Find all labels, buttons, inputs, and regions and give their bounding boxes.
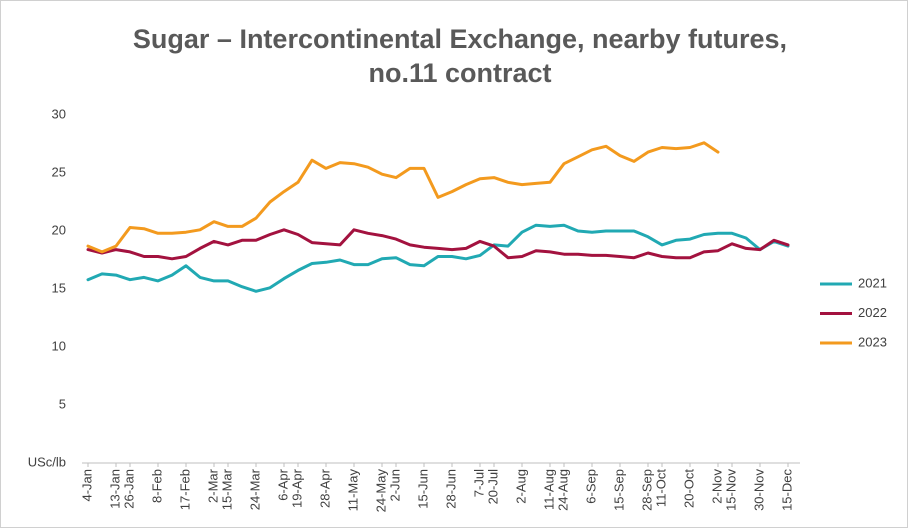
x-tick-label: 15-Dec	[779, 469, 794, 511]
x-tick-label: 2-Jun	[387, 469, 402, 502]
legend-label: 2022	[858, 305, 887, 320]
x-tick-label: 11-May	[345, 469, 360, 512]
x-tick-label: 6-Sep	[583, 469, 598, 504]
y-tick-label: 20	[52, 222, 66, 237]
y-tick-label: 30	[52, 106, 66, 121]
y-tick-label: USc/lb	[28, 454, 66, 469]
x-tick-label: 17-Feb	[177, 469, 192, 510]
x-tick-label: 2-Aug	[513, 469, 528, 504]
series-line	[86, 228, 790, 261]
x-tick-label: 11-Aug	[541, 469, 556, 510]
x-tick-label: 24-Aug	[555, 469, 570, 511]
x-tick-label: 13-Jan	[107, 469, 122, 509]
x-tick-label: 15-Mar	[219, 468, 234, 510]
x-tick-label: 11-Oct	[653, 469, 668, 507]
x-tick-label: 8-Feb	[149, 469, 164, 503]
x-tick-label: 26-Jan	[121, 469, 136, 509]
chart-title: Sugar – Intercontinental Exchange, nearb…	[132, 24, 788, 88]
x-tick-label: 28-Sep	[639, 469, 654, 511]
y-tick-label: 5	[59, 396, 66, 411]
x-tick-label: 28-Apr	[317, 468, 332, 508]
y-tick-label: 10	[52, 338, 66, 353]
x-tick-label: 20-Oct	[681, 469, 696, 508]
series-line	[86, 141, 720, 254]
x-tick-label: 19-Apr	[289, 468, 304, 508]
y-tick-label: 15	[52, 280, 66, 295]
x-tick-label: 6-Apr	[275, 468, 290, 500]
x-tick-label: 4-Jan	[79, 469, 94, 502]
x-tick-label: 7-Jul	[471, 469, 486, 497]
series-line	[86, 223, 790, 293]
legend-label: 2023	[858, 334, 887, 349]
x-tick-label: 15-Jun	[415, 469, 430, 509]
x-tick-label: 24-May	[373, 469, 388, 513]
x-tick-label: 28-Jun	[443, 469, 458, 509]
x-tick-label: 30-Nov	[751, 469, 766, 511]
x-tick-label: 20-Jul	[485, 469, 500, 505]
x-tick-label: 2-Mar	[205, 468, 220, 503]
x-tick-label: 2-Nov	[709, 469, 724, 504]
x-tick-label: 24-Mar	[247, 468, 262, 510]
legend-label: 2021	[858, 275, 887, 290]
x-tick-label: 15-Nov	[723, 469, 738, 511]
x-tick-label: 15-Sep	[611, 469, 626, 511]
y-tick-label: 25	[52, 164, 66, 179]
